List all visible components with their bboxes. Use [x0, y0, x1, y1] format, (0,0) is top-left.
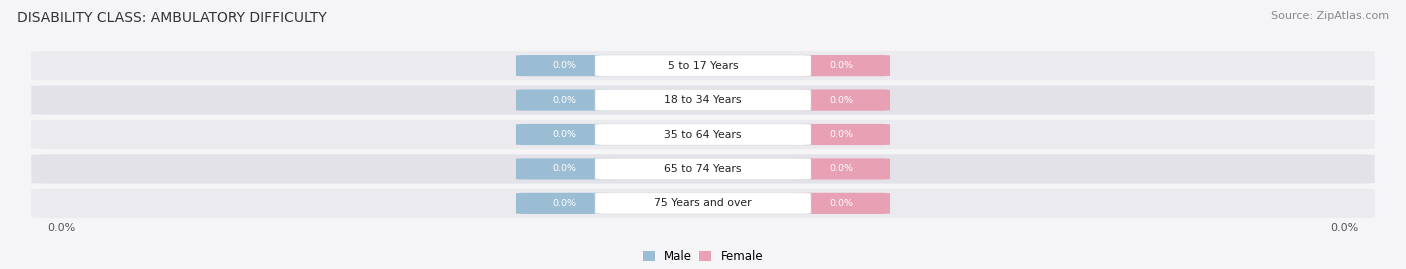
FancyBboxPatch shape — [516, 55, 613, 76]
FancyBboxPatch shape — [793, 193, 890, 214]
Text: DISABILITY CLASS: AMBULATORY DIFFICULTY: DISABILITY CLASS: AMBULATORY DIFFICULTY — [17, 11, 326, 25]
FancyBboxPatch shape — [595, 124, 811, 145]
FancyBboxPatch shape — [31, 86, 1375, 115]
Text: 0.0%: 0.0% — [553, 95, 576, 105]
FancyBboxPatch shape — [31, 120, 1375, 149]
FancyBboxPatch shape — [793, 55, 890, 76]
Text: 0.0%: 0.0% — [830, 95, 853, 105]
Text: 0.0%: 0.0% — [553, 199, 576, 208]
Text: 75 Years and over: 75 Years and over — [654, 198, 752, 208]
FancyBboxPatch shape — [793, 124, 890, 145]
FancyBboxPatch shape — [31, 51, 1375, 80]
FancyBboxPatch shape — [516, 124, 613, 145]
FancyBboxPatch shape — [31, 189, 1375, 218]
Text: 35 to 64 Years: 35 to 64 Years — [664, 129, 742, 140]
FancyBboxPatch shape — [516, 158, 613, 179]
Text: 0.0%: 0.0% — [48, 223, 76, 233]
FancyBboxPatch shape — [595, 90, 811, 111]
Text: 0.0%: 0.0% — [553, 164, 576, 174]
FancyBboxPatch shape — [595, 158, 811, 179]
Text: 0.0%: 0.0% — [553, 130, 576, 139]
Text: 0.0%: 0.0% — [830, 199, 853, 208]
Text: 0.0%: 0.0% — [553, 61, 576, 70]
Text: 18 to 34 Years: 18 to 34 Years — [664, 95, 742, 105]
Text: 0.0%: 0.0% — [1330, 223, 1358, 233]
Legend: Male, Female: Male, Female — [640, 246, 766, 266]
FancyBboxPatch shape — [516, 193, 613, 214]
Text: 65 to 74 Years: 65 to 74 Years — [664, 164, 742, 174]
FancyBboxPatch shape — [595, 193, 811, 214]
FancyBboxPatch shape — [793, 158, 890, 179]
FancyBboxPatch shape — [516, 90, 613, 111]
Text: 0.0%: 0.0% — [830, 61, 853, 70]
Text: 0.0%: 0.0% — [830, 130, 853, 139]
Text: Source: ZipAtlas.com: Source: ZipAtlas.com — [1271, 11, 1389, 21]
Text: 5 to 17 Years: 5 to 17 Years — [668, 61, 738, 71]
FancyBboxPatch shape — [595, 55, 811, 76]
FancyBboxPatch shape — [31, 154, 1375, 183]
FancyBboxPatch shape — [793, 90, 890, 111]
Text: 0.0%: 0.0% — [830, 164, 853, 174]
